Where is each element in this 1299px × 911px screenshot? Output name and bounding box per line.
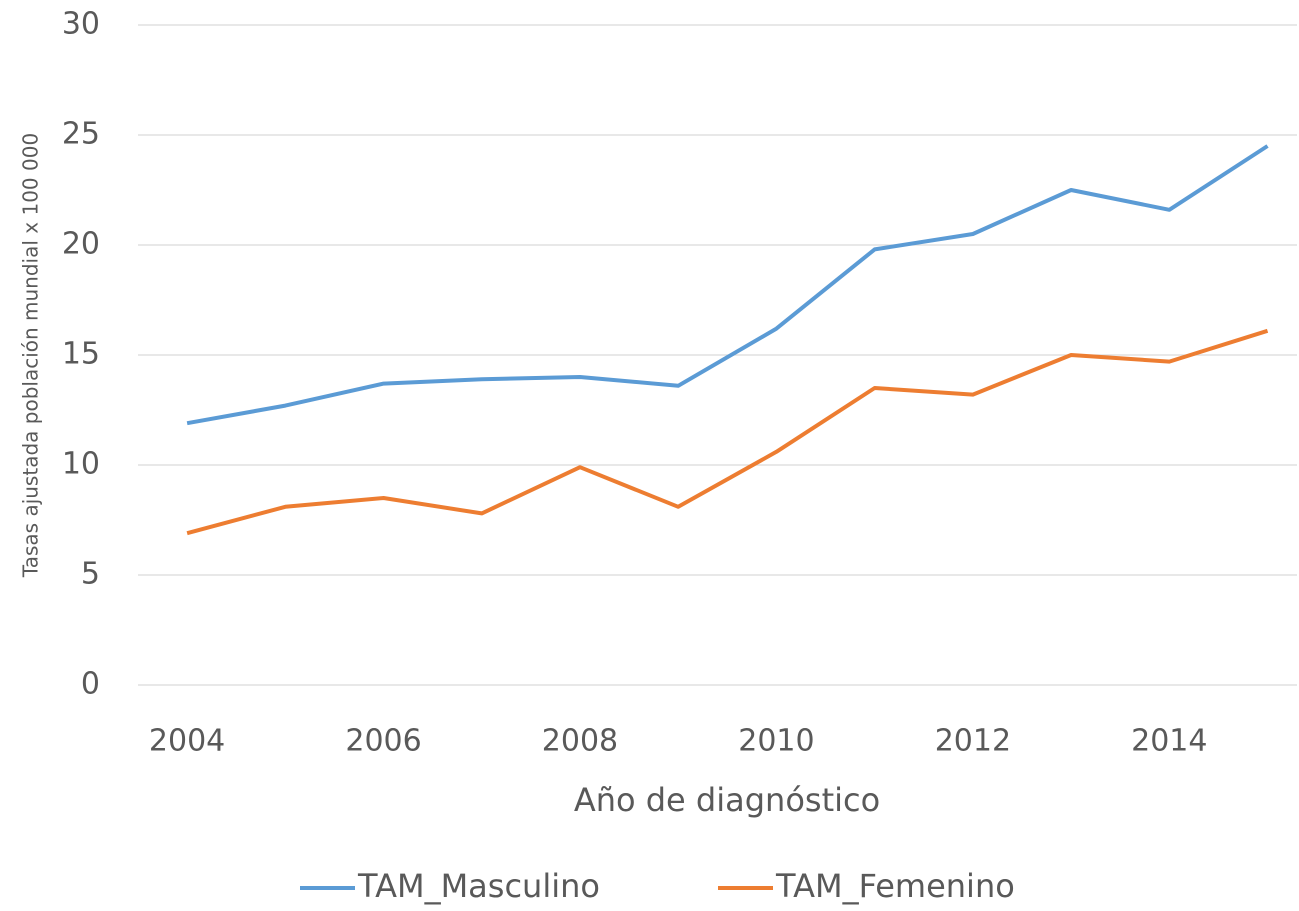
y-tick-label: 25 [62,117,100,152]
y-tick-label: 10 [62,447,100,482]
y-tick-label: 30 [62,7,100,42]
x-tick-label: 2010 [738,724,814,759]
x-tick-label: 2004 [149,724,225,759]
legend-label: TAM_Femenino [775,867,1015,905]
y-tick-label: 5 [81,557,100,592]
y-tick-label: 20 [62,227,100,262]
series-line [186,328,1269,536]
x-tick-label: 2014 [1131,724,1207,759]
y-tick-label: 0 [81,667,100,702]
x-tick-label: 2006 [345,724,421,759]
series-line [186,144,1269,426]
x-tick-label: 2012 [935,724,1011,759]
x-axis-title: Año de diagnóstico [574,781,880,819]
y-axis-title: Tasas ajustada población mundial x 100 0… [19,133,43,578]
x-tick-label: 2008 [542,724,618,759]
y-tick-label: 15 [62,337,100,372]
legend-label: TAM_Masculino [357,867,600,905]
